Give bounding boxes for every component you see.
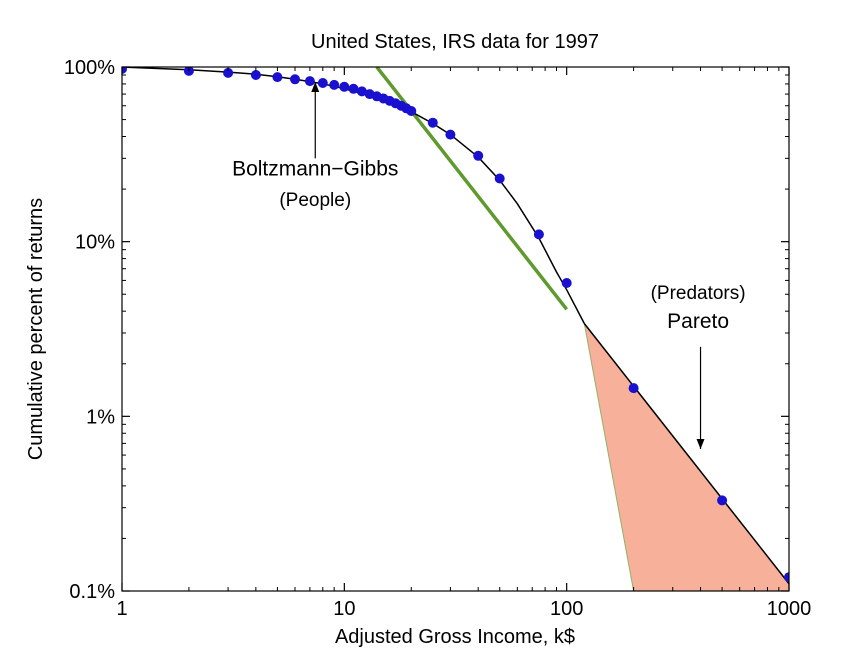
annotations: Boltzmann−Gibbs (People) (Predators) Pareto	[232, 82, 746, 450]
annotation-text: (People)	[279, 190, 351, 211]
pareto-fit-line	[583, 323, 789, 585]
data-point	[628, 383, 639, 394]
data-point	[290, 74, 300, 85]
fit-curve	[122, 67, 585, 324]
data-point	[329, 79, 340, 90]
data-point	[272, 72, 283, 83]
data-point	[427, 117, 438, 128]
y-tick-label: 1%	[86, 406, 115, 428]
x-tick-label: 100	[550, 598, 583, 620]
data-point	[561, 278, 572, 288]
annotation-text: Pareto	[667, 310, 729, 333]
data-point	[356, 86, 367, 97]
data-point	[223, 67, 234, 78]
y-tick-label: 10%	[75, 232, 115, 254]
chart-title: United States, IRS data for 1997	[311, 31, 599, 53]
data-point	[445, 129, 456, 140]
x-tick-label: 1000	[767, 598, 812, 620]
data-point	[183, 67, 194, 76]
x-axis-label: Adjusted Gross Income, k$	[335, 626, 575, 648]
annotation-text: Boltzmann−Gibbs	[232, 157, 398, 180]
data-point	[339, 81, 350, 92]
y-axis-label: Cumulative percent of returns	[25, 198, 47, 460]
pareto-arrow-head	[696, 439, 705, 450]
data-point	[406, 106, 417, 116]
data-point	[717, 495, 728, 506]
data-point	[494, 173, 505, 184]
data-point	[784, 572, 789, 583]
plot-frame	[121, 66, 790, 592]
x-tick-label: 10	[333, 598, 355, 620]
data-point	[250, 70, 261, 80]
y-tick-label: 100%	[64, 57, 115, 79]
data-point	[304, 76, 315, 87]
annotation-text: (Predators)	[651, 283, 746, 304]
axes-ticks: 1 10 100 1000 0.1% 1% 10% 100%	[64, 57, 811, 620]
data-point	[533, 229, 544, 240]
plot-area	[122, 67, 789, 591]
data-point	[317, 78, 328, 88]
boltzmann-arrow-head	[311, 82, 320, 93]
x-tick-label: 1	[116, 598, 127, 620]
y-tick-label: 0.1%	[69, 581, 115, 603]
data-point	[348, 83, 359, 94]
data-point	[473, 150, 484, 161]
data-point	[122, 67, 127, 74]
